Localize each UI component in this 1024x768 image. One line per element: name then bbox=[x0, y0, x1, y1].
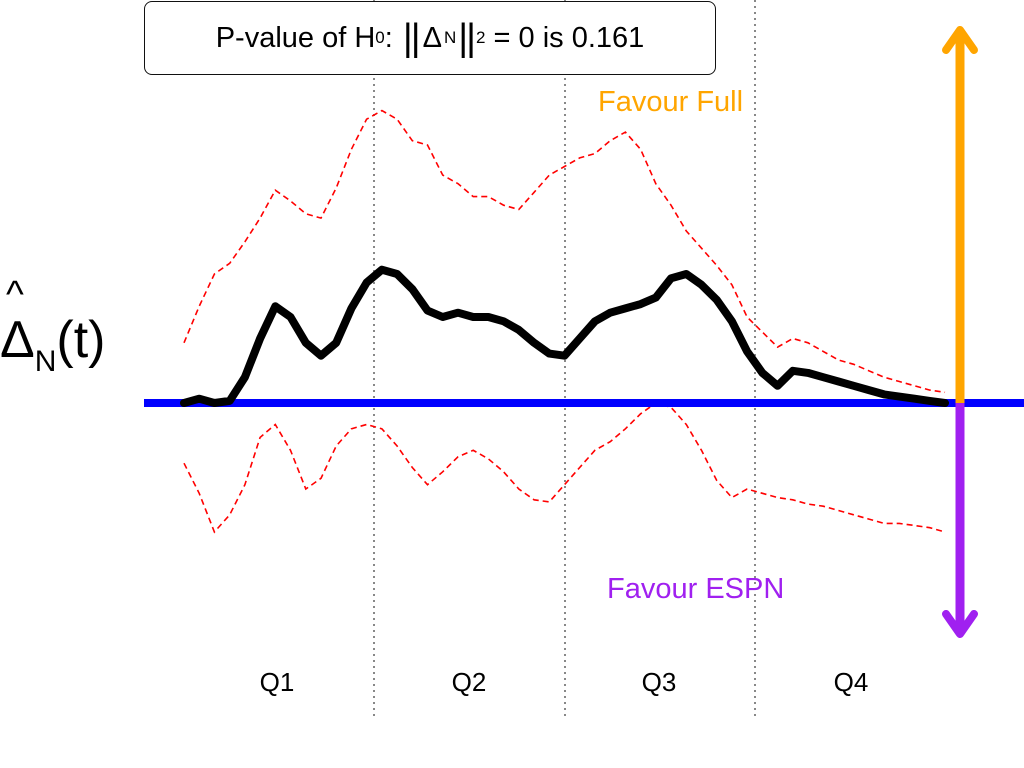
upper-bound-line bbox=[183, 109, 946, 394]
quarter-label-q1: Q1 bbox=[259, 667, 295, 697]
annotation-prefix: P-value of H bbox=[215, 21, 376, 54]
y-label-arg: (t) bbox=[56, 311, 106, 369]
lower-bound-line bbox=[183, 402, 946, 534]
confidence-bounds bbox=[183, 109, 946, 534]
annotation-norm-open: || bbox=[402, 16, 421, 59]
annotation-delta-sub: N bbox=[443, 28, 457, 47]
estimate-series bbox=[180, 265, 949, 407]
quarter-label-q3: Q3 bbox=[641, 667, 677, 697]
annotation-delta: Δ bbox=[422, 21, 442, 54]
annotation-sup: 2 bbox=[476, 28, 486, 47]
estimate-line bbox=[180, 265, 949, 407]
y-label-delta: Δ bbox=[0, 274, 35, 370]
annotation-colon: : bbox=[384, 21, 393, 54]
favour-espn-arrow-head bbox=[942, 610, 978, 638]
annotation-suffix: = 0 is 0.161 bbox=[493, 21, 645, 54]
favour-espn-label: Favour ESPN bbox=[607, 573, 785, 605]
y-axis-label: ΔN(t) bbox=[0, 274, 106, 379]
y-label-sub: N bbox=[34, 345, 57, 378]
favour-full-arrow-head bbox=[942, 26, 978, 54]
quarter-label-q4: Q4 bbox=[833, 667, 869, 697]
favour-arrows bbox=[942, 26, 978, 638]
quarter-label-q2: Q2 bbox=[451, 667, 487, 697]
annotation-norm-close: || bbox=[458, 16, 476, 59]
annotation-h-sub: 0 bbox=[375, 28, 385, 47]
favour-full-label: Favour Full bbox=[598, 86, 744, 118]
